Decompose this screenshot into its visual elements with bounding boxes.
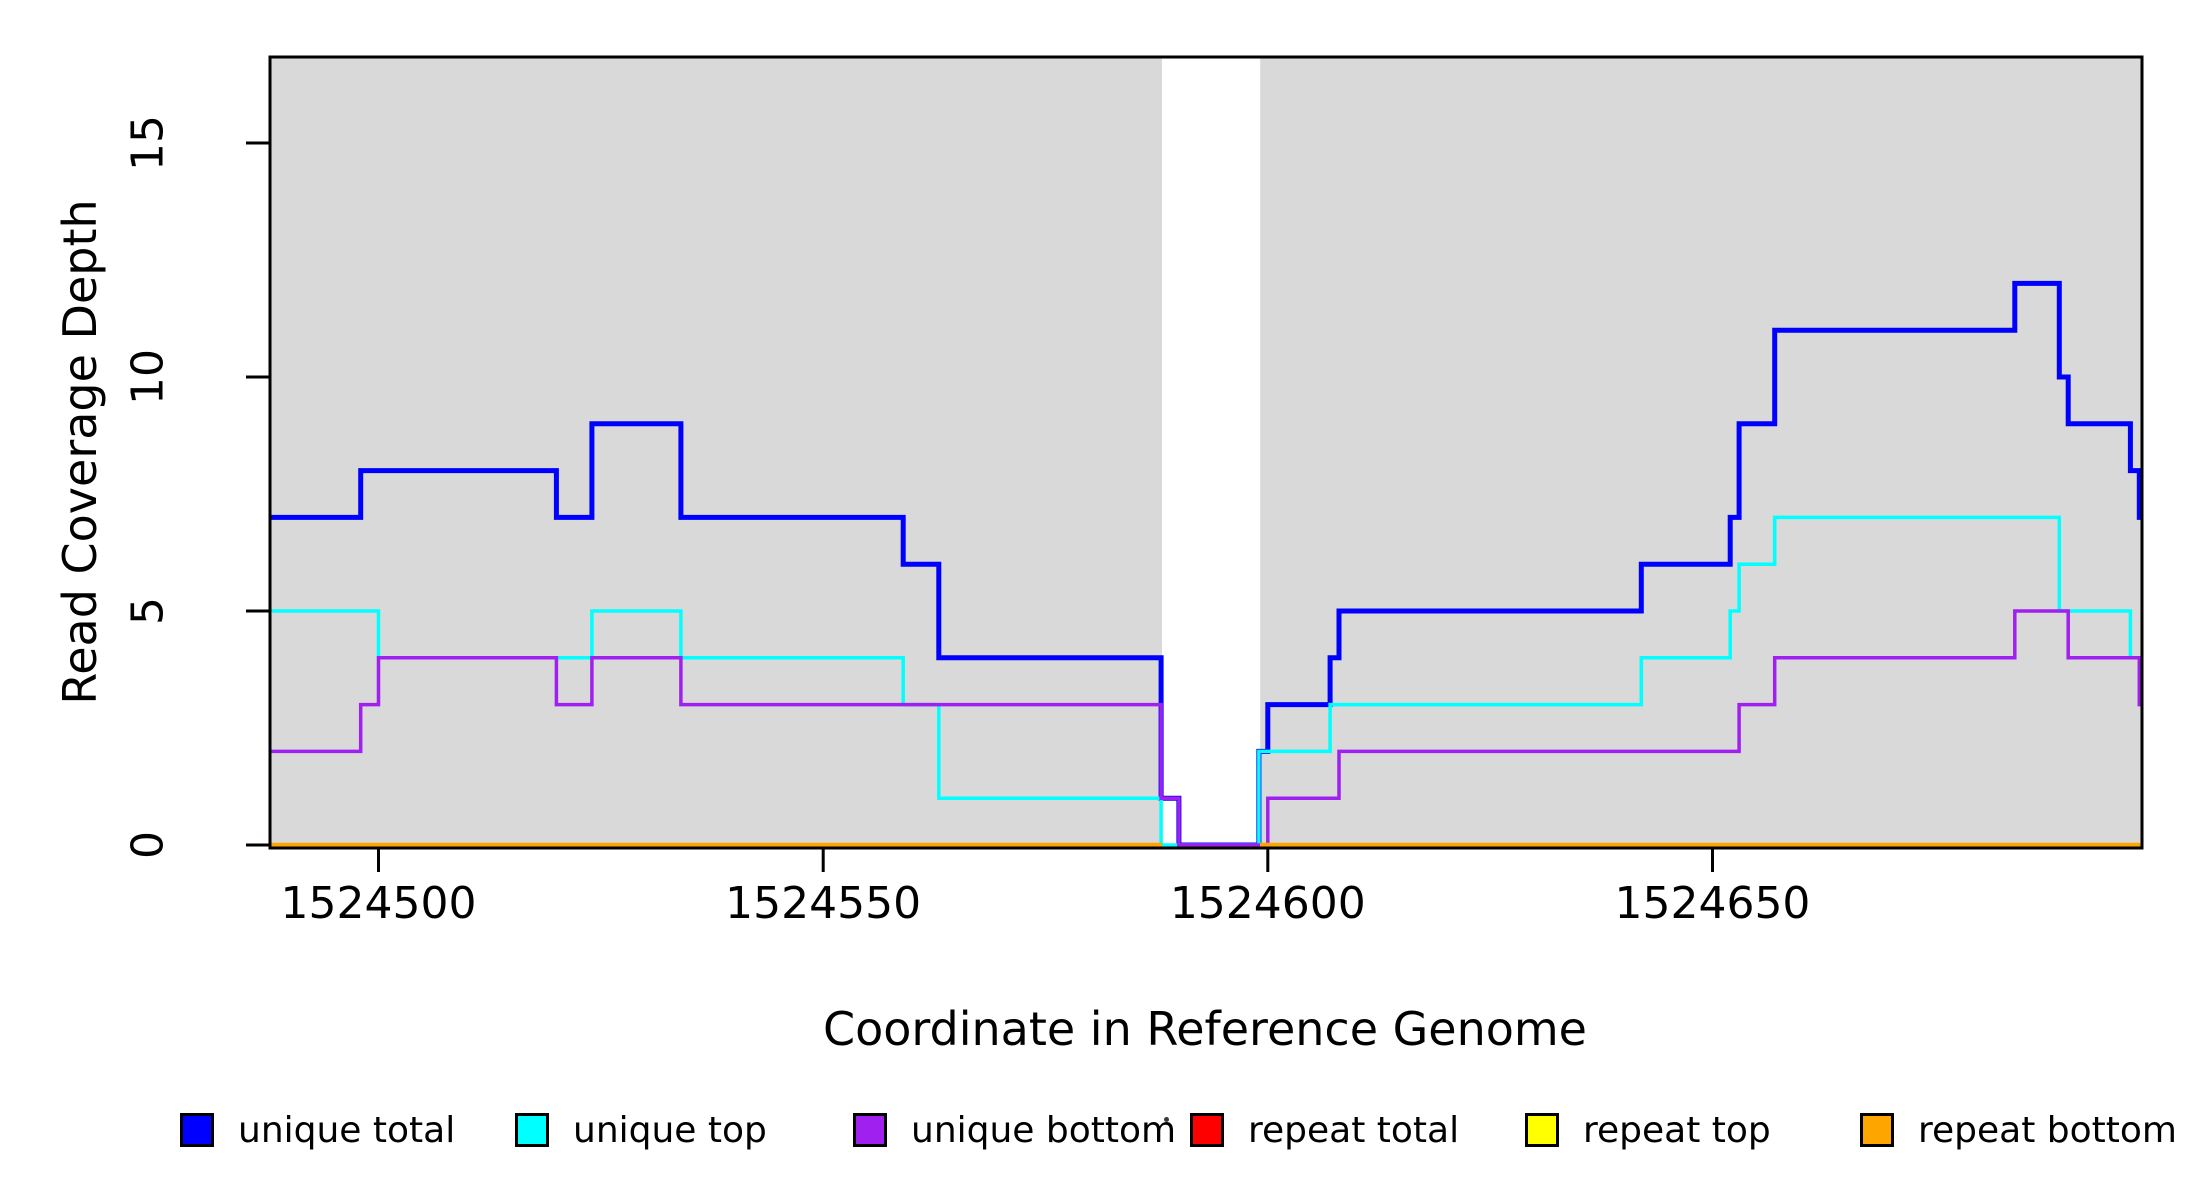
legend-label: unique top bbox=[573, 1109, 767, 1151]
band-left-aligned-region bbox=[270, 57, 1162, 848]
series-unique-top bbox=[270, 515, 2142, 847]
y-tick-label: 15 bbox=[122, 115, 174, 171]
x-tick-label: 1524500 bbox=[280, 878, 477, 929]
legend-item-repeat-bottom: repeat bottom bbox=[1860, 1108, 2177, 1152]
x-axis-title: Coordinate in Reference Genome bbox=[823, 1002, 1587, 1056]
legend-swatch-repeat-total bbox=[1190, 1113, 1224, 1147]
band-right-aligned-region bbox=[1260, 57, 2142, 848]
series-unique-bottom bbox=[270, 609, 2142, 847]
legend-swatch-unique-bottom bbox=[853, 1113, 887, 1147]
legend-label: repeat bottom bbox=[1918, 1109, 2177, 1151]
y-tick-label: 10 bbox=[122, 349, 174, 405]
y-tick-label: 0 bbox=[122, 831, 174, 859]
plot-frame bbox=[268, 55, 2144, 850]
series-unique-total bbox=[270, 280, 2142, 848]
legend-swatch-unique-top bbox=[515, 1113, 549, 1147]
legend-label: unique bottom bbox=[911, 1109, 1177, 1151]
stray-dot bbox=[1164, 1117, 1169, 1122]
legend-item-unique-bottom: unique bottom bbox=[853, 1108, 1176, 1152]
legend-item-repeat-top: repeat top bbox=[1525, 1108, 1771, 1152]
legend-label: repeat top bbox=[1583, 1109, 1771, 1151]
band-no-data-gap bbox=[1162, 57, 1261, 848]
y-tick-label: 5 bbox=[122, 597, 174, 625]
legend-item-unique-total: unique total bbox=[180, 1108, 455, 1152]
legend-item-unique-top: unique top bbox=[515, 1108, 767, 1152]
y-axis-title: Read Coverage Depth bbox=[53, 199, 107, 705]
legend-label: unique total bbox=[238, 1109, 456, 1151]
legend-swatch-repeat-bottom bbox=[1860, 1113, 1894, 1147]
legend-label: repeat total bbox=[1248, 1109, 1460, 1151]
legend-item-repeat-total: repeat total bbox=[1190, 1108, 1459, 1152]
x-tick-label: 1524600 bbox=[1169, 878, 1366, 929]
legend-swatch-repeat-top bbox=[1525, 1113, 1559, 1147]
x-tick-label: 1524650 bbox=[1614, 878, 1811, 929]
legend-swatch-unique-total bbox=[180, 1113, 214, 1147]
x-tick-label: 1524550 bbox=[725, 878, 922, 929]
